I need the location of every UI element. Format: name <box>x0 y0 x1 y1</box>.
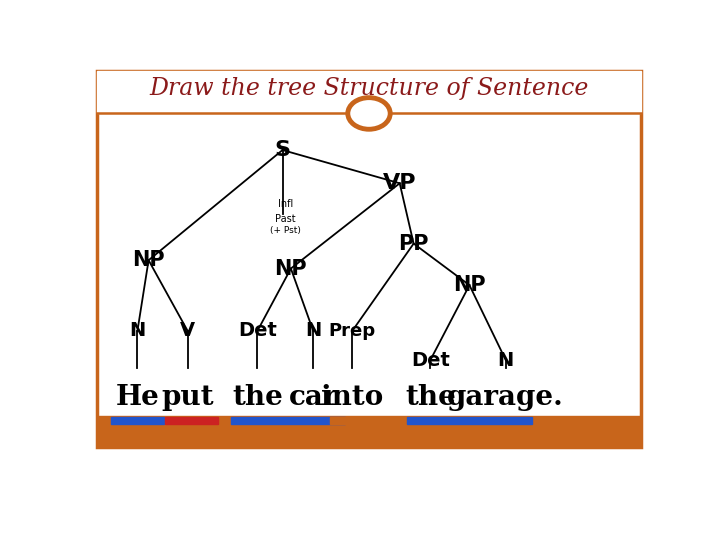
Text: N: N <box>305 321 321 340</box>
Text: Det: Det <box>411 350 450 369</box>
Text: VP: VP <box>383 173 416 193</box>
Text: NP: NP <box>274 259 307 279</box>
Bar <box>96 71 642 113</box>
Bar <box>407 417 533 424</box>
Bar <box>330 417 383 424</box>
Bar <box>96 416 642 447</box>
Text: car: car <box>289 384 338 411</box>
Text: the: the <box>405 384 456 411</box>
Text: NP: NP <box>453 275 486 295</box>
Text: garage.: garage. <box>447 384 564 411</box>
Text: Det: Det <box>238 321 276 340</box>
FancyBboxPatch shape <box>96 71 642 447</box>
Text: into: into <box>321 384 383 411</box>
Text: Draw the tree Structure of Sentence: Draw the tree Structure of Sentence <box>149 77 589 99</box>
Bar <box>111 417 164 424</box>
Text: (+ Pst): (+ Pst) <box>270 226 301 235</box>
Text: He: He <box>115 384 159 411</box>
Text: PP: PP <box>398 234 429 254</box>
Text: V: V <box>180 321 195 340</box>
Circle shape <box>348 98 390 129</box>
Bar <box>230 417 345 424</box>
Text: Infl: Infl <box>278 199 293 210</box>
Bar <box>166 417 218 424</box>
Text: NP: NP <box>132 250 165 270</box>
Text: S: S <box>274 140 290 160</box>
Text: Past: Past <box>275 214 296 225</box>
Text: Prep: Prep <box>329 322 376 340</box>
Text: N: N <box>130 321 145 340</box>
Text: N: N <box>498 350 514 369</box>
Text: put: put <box>161 384 214 411</box>
Text: the: the <box>232 384 283 411</box>
